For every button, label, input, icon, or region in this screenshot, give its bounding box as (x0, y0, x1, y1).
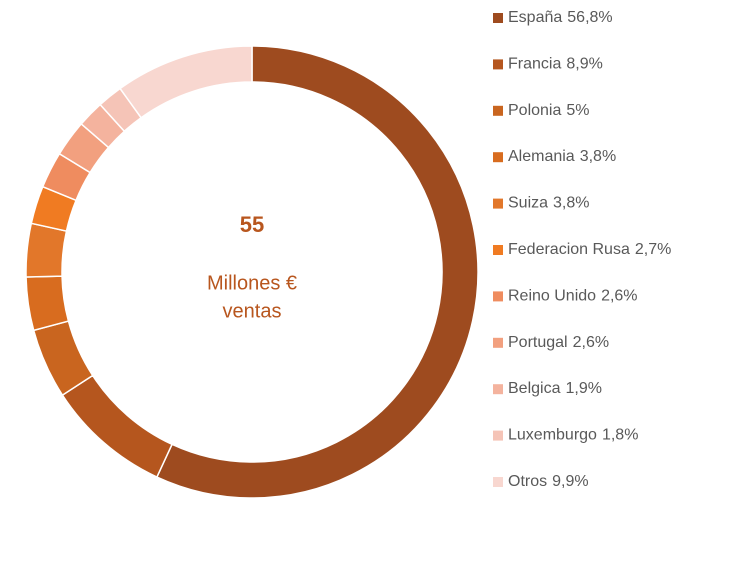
legend-label: España 56,8% (508, 9, 613, 26)
legend-swatch (493, 384, 503, 395)
legend-label: Portugal 2,6% (508, 334, 609, 351)
legend-value: 8,9% (566, 56, 602, 73)
legend-label: Federacion Rusa 2,7% (508, 241, 671, 258)
legend-value: 56,8% (567, 9, 612, 26)
slice (61, 374, 174, 479)
legend-category: Polonia (508, 102, 561, 119)
legend-value: 2,6% (573, 334, 609, 351)
legend-swatch (493, 245, 503, 255)
legend-value: 3,8% (553, 195, 589, 212)
legend-swatch (493, 152, 503, 163)
legend-value: 2,6% (601, 288, 637, 305)
legend-swatch (493, 430, 503, 441)
legend-value: 3,8% (580, 148, 616, 165)
slice (25, 222, 68, 278)
slice (155, 45, 479, 499)
legend-swatch (493, 477, 503, 487)
legend-category: Suiza (508, 195, 548, 212)
legend-label: Polonia 5% (508, 102, 590, 119)
legend-swatch (493, 291, 503, 302)
legend-category: Portugal (508, 334, 568, 351)
legend-swatch (493, 59, 503, 70)
legend-value: 9,9% (552, 473, 588, 490)
center-value: 55 (240, 212, 264, 237)
legend-value: 1,9% (565, 380, 601, 397)
legend-category: Reino Unido (508, 288, 596, 305)
legend-category: Federacion Rusa (508, 241, 630, 258)
legend-label: Belgica 1,9% (508, 380, 602, 397)
legend-label: Otros 9,9% (508, 473, 589, 490)
legend-label: Suiza 3,8% (508, 195, 590, 212)
slice (25, 275, 70, 332)
legend-category: Luxemburgo (508, 427, 597, 444)
legend-swatch (493, 337, 503, 348)
legend-category: Francia (508, 56, 561, 73)
legend-category: Otros (508, 473, 547, 490)
legend-value: 2,7% (635, 241, 671, 258)
legend-label: Francia 8,9% (508, 56, 603, 73)
legend-label: Alemania 3,8% (508, 148, 616, 165)
legend-swatch (493, 13, 503, 23)
center-label: Millones € (207, 272, 297, 294)
legend-swatch (493, 105, 503, 116)
slice (119, 45, 253, 119)
legend-swatch (493, 198, 503, 209)
legend-value: 1,8% (602, 427, 638, 444)
legend-label: Reino Unido 2,6% (508, 288, 638, 305)
legend-label: Luxemburgo 1,8% (508, 427, 638, 444)
legend-category: Alemania (508, 148, 575, 165)
legend-category: Belgica (508, 380, 561, 397)
center-label: ventas (223, 300, 282, 322)
legend-category: España (508, 9, 562, 26)
legend-value: 5% (566, 102, 589, 119)
